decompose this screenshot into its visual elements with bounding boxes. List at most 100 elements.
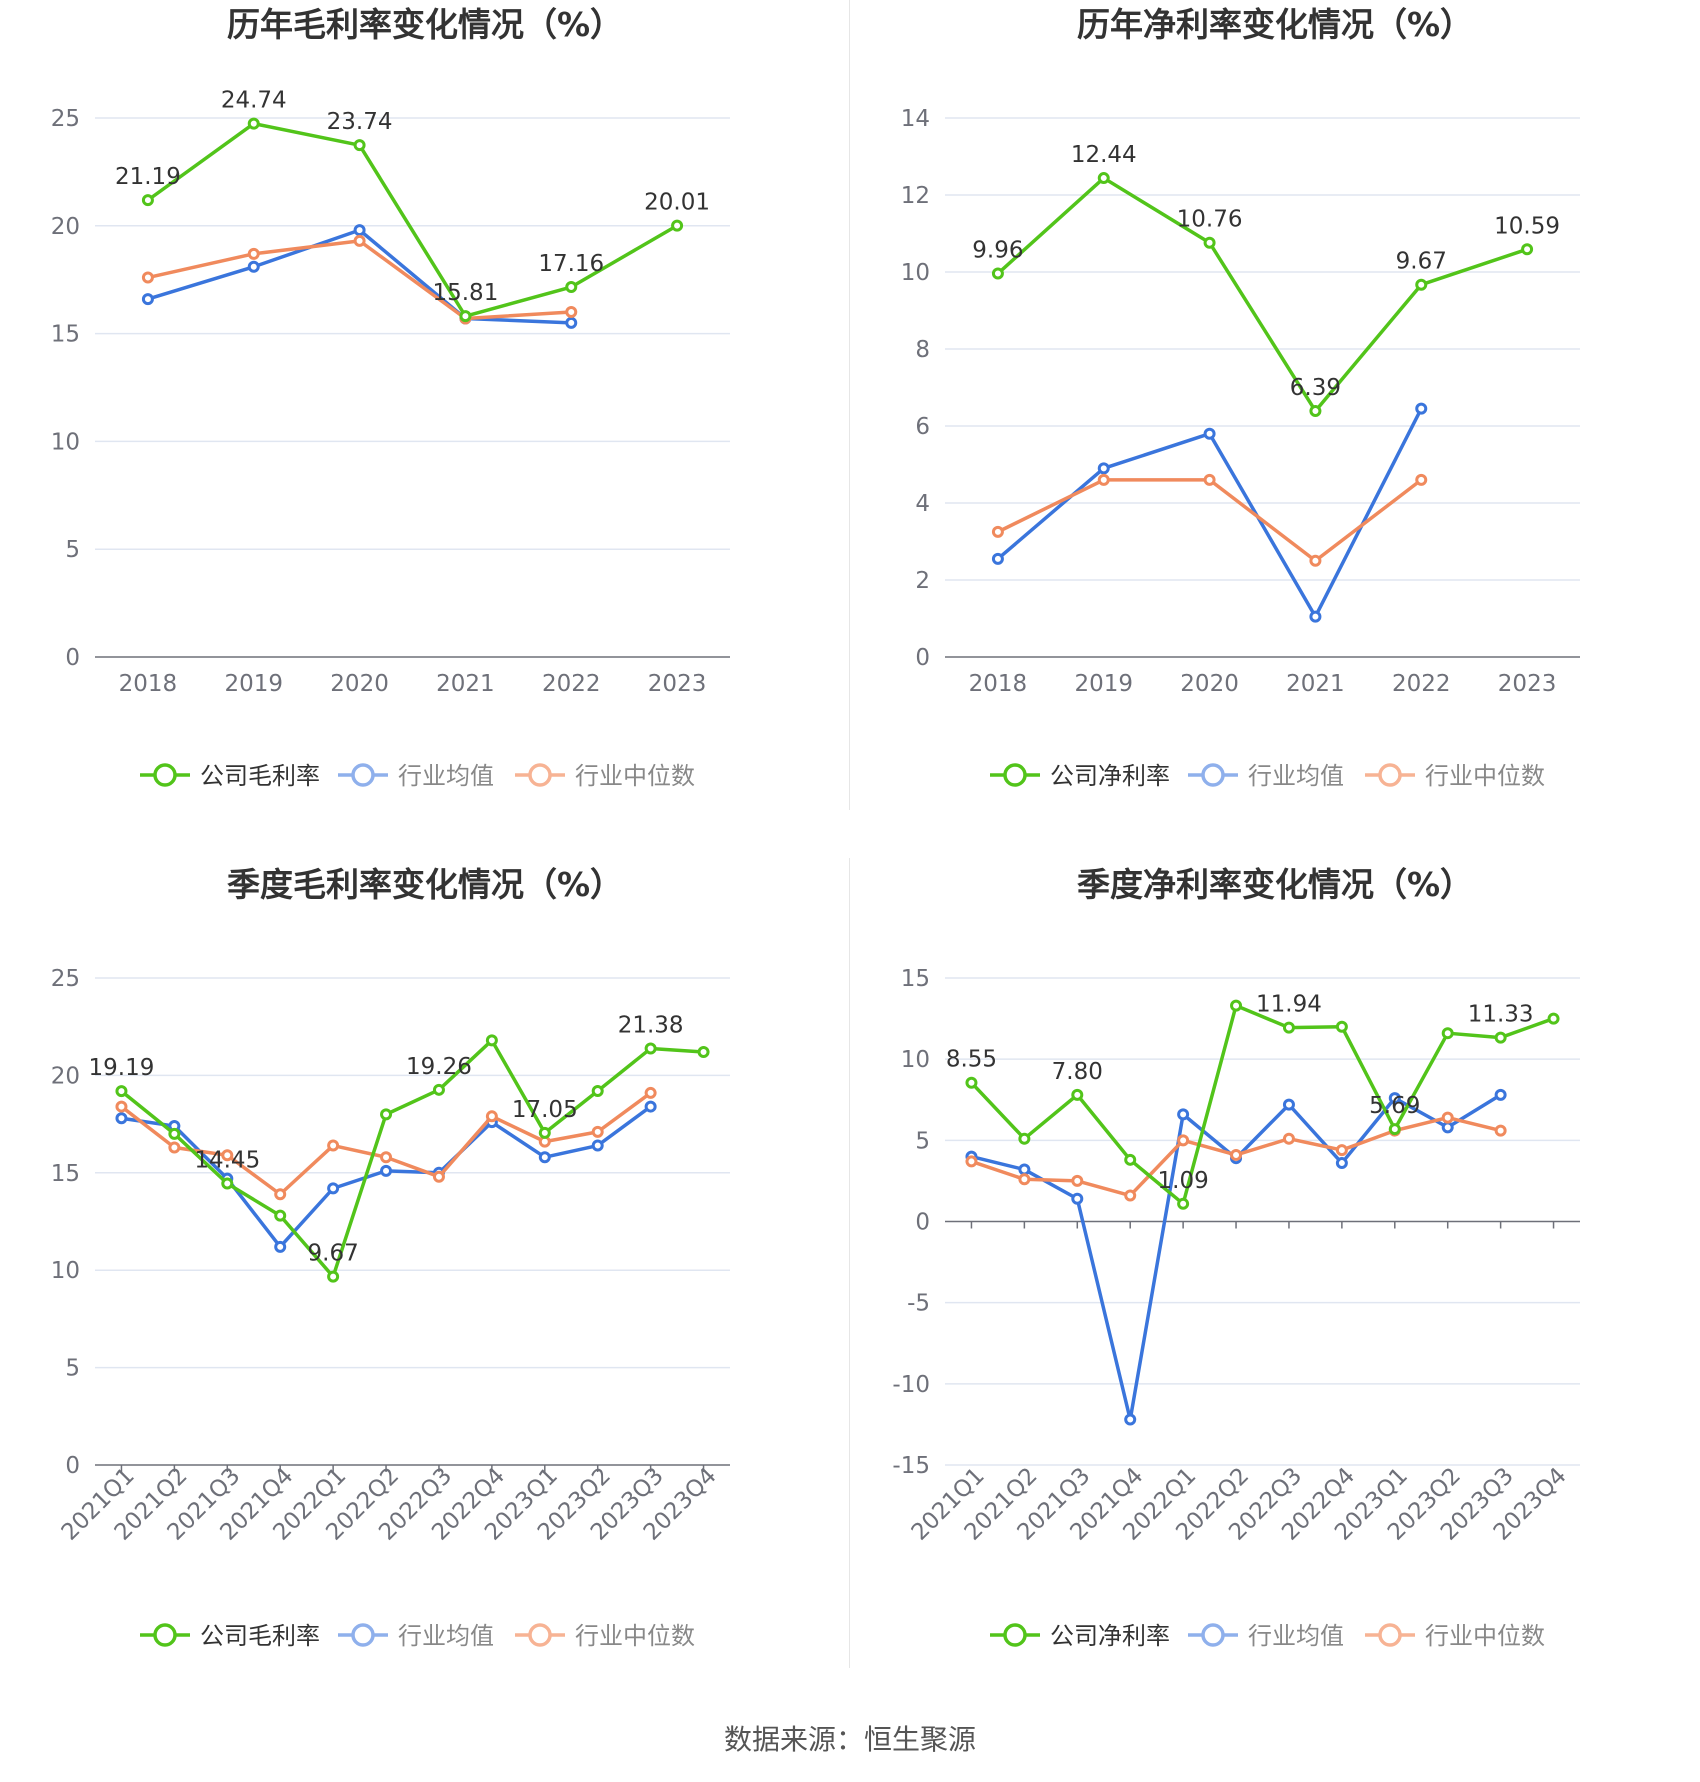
data-point-company [1124, 1153, 1137, 1166]
chart-svg: 季度毛利率变化情况（%）05101520252021Q12021Q22021Q3… [51, 865, 730, 1650]
data-label: 23.74 [327, 109, 393, 135]
data-point-avg [274, 1240, 287, 1253]
data-point-median [591, 1125, 604, 1138]
data-point-median [115, 1100, 128, 1113]
data-point-company [1230, 999, 1243, 1012]
legend-label: 行业中位数 [575, 762, 695, 790]
x-tick-label: 2019 [224, 671, 283, 697]
x-tick-label: 2019 [1074, 671, 1133, 697]
legend-label: 公司毛利率 [200, 1622, 320, 1650]
y-tick-label: 15 [51, 322, 80, 348]
legend-swatch-marker [153, 1623, 177, 1647]
data-point-company [141, 194, 154, 207]
data-point-median [327, 1139, 340, 1152]
chart-annual-gross-margin: 历年毛利率变化情况（%） 0 5 10 15 20 25 2018 2019 2020 2021 20… [0, 0, 850, 860]
data-label: 11.94 [1256, 992, 1322, 1018]
data-point-median [353, 234, 366, 247]
chart-quarterly-gross-margin: 季度毛利率变化情况（%） 0 5 10 15 20 25 2021Q1 2021Q2 2021Q3… [0, 860, 850, 1720]
y-tick-label: 5 [915, 1128, 930, 1154]
data-point-median [1441, 1111, 1454, 1124]
data-point-company [1071, 1088, 1084, 1101]
legend-swatch-marker [1201, 763, 1225, 787]
data-point-median [1203, 473, 1216, 486]
data-label: 12.44 [1071, 142, 1137, 168]
data-point-company [115, 1085, 128, 1098]
data-label: 19.19 [89, 1055, 155, 1081]
data-label: 6.39 [1290, 375, 1341, 401]
data-point-company [1309, 404, 1322, 417]
data-point-avg [1441, 1121, 1454, 1134]
data-label: 19.26 [406, 1054, 472, 1080]
data-point-median [485, 1110, 498, 1123]
data-point-median [247, 247, 260, 260]
data-point-avg [1071, 1192, 1084, 1205]
chart-title: 历年毛利率变化情况（%） [227, 5, 623, 44]
y-tick-label: 15 [51, 1161, 80, 1187]
data-point-avg [247, 260, 260, 273]
x-tick-label: 2020 [330, 671, 389, 697]
data-label: 5.69 [1369, 1093, 1420, 1119]
data-point-median [1230, 1148, 1243, 1161]
x-tick-label: 2023 [1498, 671, 1557, 697]
x-tick-label: 2023 [648, 671, 707, 697]
data-label: 14.45 [194, 1148, 260, 1174]
data-point-median [644, 1086, 657, 1099]
data-point-company [432, 1083, 445, 1096]
data-point-company [1177, 1197, 1190, 1210]
data-point-company [671, 219, 684, 232]
legend-swatch-marker [1003, 1623, 1027, 1647]
data-label: 21.19 [115, 164, 181, 190]
data-point-avg [1415, 402, 1428, 415]
data-label: 24.74 [221, 88, 287, 114]
data-point-company [380, 1108, 393, 1121]
y-tick-label: 15 [901, 966, 930, 992]
data-label: 20.01 [644, 190, 710, 216]
data-point-company [1521, 243, 1534, 256]
data-point-median [565, 306, 578, 319]
data-point-avg [353, 224, 366, 237]
data-point-company [1335, 1020, 1348, 1033]
data-point-avg [1177, 1108, 1190, 1121]
data-point-company [1097, 172, 1110, 185]
data-point-company [965, 1076, 978, 1089]
data-point-median [168, 1141, 181, 1154]
x-tick-label: 2021 [1286, 671, 1345, 697]
data-point-median [1494, 1124, 1507, 1137]
legend-label: 公司毛利率 [200, 762, 320, 790]
data-point-company [697, 1046, 710, 1059]
data-point-company [591, 1084, 604, 1097]
y-tick-label: 4 [915, 491, 930, 517]
data-point-median [1177, 1134, 1190, 1147]
x-tick-label: 2018 [969, 671, 1028, 697]
legend-label: 公司净利率 [1050, 1622, 1170, 1650]
series-line-avg [996, 407, 1423, 619]
data-point-avg [380, 1164, 393, 1177]
data-point-company [459, 310, 472, 323]
data-point-company [485, 1034, 498, 1047]
y-tick-label: 10 [51, 1258, 80, 1284]
data-point-median [1097, 473, 1110, 486]
data-point-median [1335, 1144, 1348, 1157]
data-point-avg [1018, 1163, 1031, 1176]
data-point-avg [1494, 1088, 1507, 1101]
legend-label: 行业均值 [398, 1622, 494, 1650]
x-tick-label: 2020 [1180, 671, 1239, 697]
data-point-company [991, 267, 1004, 280]
data-point-company [353, 139, 366, 152]
chart-title: 历年净利率变化情况（%） [1077, 5, 1473, 44]
data-point-avg [1309, 610, 1322, 623]
legend-label: 行业中位数 [1425, 1622, 1545, 1650]
data-point-company [1494, 1031, 1507, 1044]
y-tick-label: 14 [901, 106, 930, 132]
y-tick-label: -5 [907, 1291, 930, 1317]
y-tick-label: -10 [892, 1372, 930, 1398]
data-point-company [168, 1127, 181, 1140]
legend-label: 行业中位数 [1425, 762, 1545, 790]
legend-swatch-marker [351, 1623, 375, 1647]
series-line-company [996, 176, 1528, 413]
y-tick-label: 0 [65, 1453, 80, 1479]
data-point-avg [591, 1139, 604, 1152]
data-point-median [1415, 473, 1428, 486]
data-point-company [327, 1270, 340, 1283]
y-tick-label: 5 [65, 1356, 80, 1382]
